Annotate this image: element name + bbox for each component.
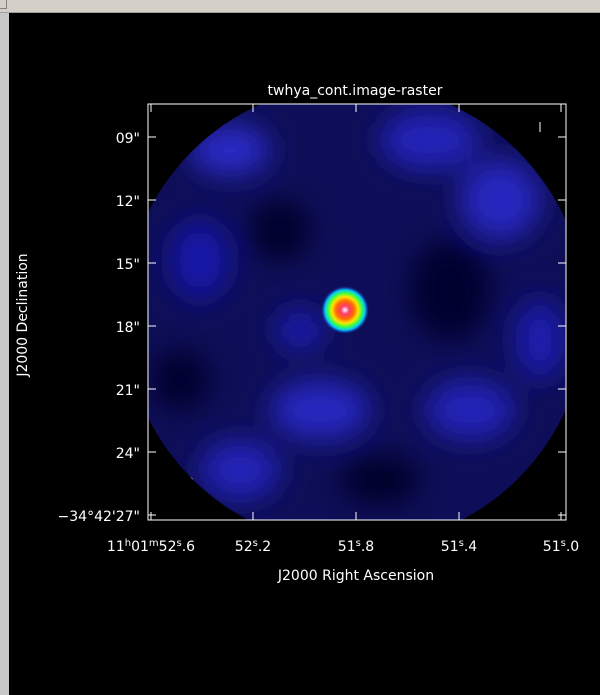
- dec-tick-label: −34°42'27": [58, 509, 140, 525]
- dec-tick-label: 15": [116, 257, 140, 273]
- ra-tick-label: 51s.0: [543, 538, 579, 555]
- ra-tick-label: 51s.8: [338, 538, 374, 555]
- ra-tick-marks: [150, 104, 562, 520]
- image-raster-map: [148, 104, 566, 520]
- window-top-bar: [0, 0, 600, 13]
- dec-tick-marks: [148, 136, 566, 516]
- dec-tick-label: 24": [116, 446, 140, 462]
- dec-tick-label: 12": [116, 194, 140, 210]
- y-axis-label: J2000 Declination: [15, 253, 31, 377]
- ra-tick-label: 11h01m52s.6: [107, 538, 195, 555]
- axes-frame: [147, 103, 567, 521]
- ra-tick-label: 52s.2: [235, 538, 271, 555]
- dec-tick-label: 21": [116, 383, 140, 399]
- x-axis-label: J2000 Right Ascension: [277, 568, 434, 584]
- dec-tick-label: 09": [116, 131, 140, 147]
- corner-grip-icon: [0, 0, 7, 9]
- source-peak: [321, 286, 369, 334]
- dec-tick-label: 18": [116, 320, 140, 336]
- ra-tick-label: 51s.4: [441, 538, 477, 555]
- ra-tick-labels: 11h01m52s.6 52s.2 51s.8 51s.4 51s.0: [107, 538, 579, 555]
- dec-tick-labels: 09" 12" 15" 18" 21" 24" −34°42'27": [58, 131, 140, 525]
- plot-title: twhya_cont.image-raster: [268, 83, 443, 99]
